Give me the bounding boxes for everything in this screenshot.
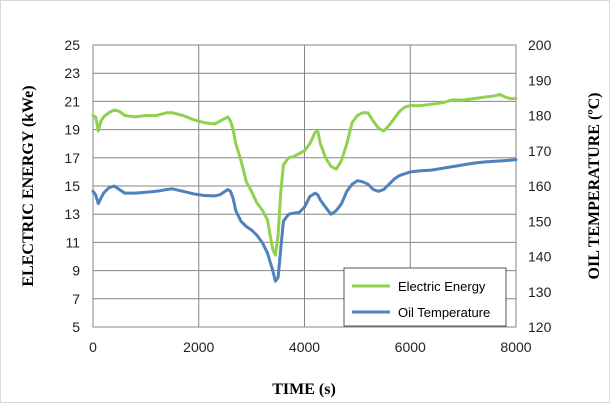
right-tick-label: 120 bbox=[528, 319, 552, 335]
x-tick-label: 4000 bbox=[289, 339, 320, 355]
left-tick-label: 9 bbox=[72, 263, 80, 279]
series-line-oil-temperature bbox=[91, 158, 518, 283]
left-tick-label: 11 bbox=[65, 234, 80, 250]
left-tick-label: 15 bbox=[64, 178, 80, 194]
left-tick-label: 13 bbox=[64, 206, 80, 222]
left-tick-label: 19 bbox=[64, 122, 80, 138]
right-axis-ticks: 120 130 140 150 160 170 180 190 200 bbox=[528, 37, 552, 335]
x-tick-label: 2000 bbox=[183, 339, 214, 355]
series-line-electric-energy bbox=[91, 92, 518, 257]
left-tick-label: 25 bbox=[64, 37, 80, 53]
right-tick-label: 180 bbox=[528, 108, 552, 124]
left-tick-label: 5 bbox=[72, 319, 80, 335]
right-tick-label: 140 bbox=[528, 249, 552, 265]
x-tick-label: 0 bbox=[89, 339, 97, 355]
series-lines bbox=[91, 92, 518, 283]
x-tick-label: 6000 bbox=[395, 339, 426, 355]
left-tick-label: 7 bbox=[72, 291, 80, 307]
left-tick-label: 21 bbox=[64, 93, 80, 109]
x-axis-ticks: 0 2000 4000 6000 8000 bbox=[89, 339, 532, 355]
right-tick-label: 130 bbox=[528, 284, 552, 300]
legend-box bbox=[343, 267, 507, 327]
legend: Electric Energy Oil Temperature bbox=[343, 267, 507, 327]
left-axis-ticks: 5 7 9 11 13 15 17 19 21 23 25 bbox=[64, 37, 80, 335]
x-tick-label: 8000 bbox=[500, 339, 531, 355]
left-tick-label: 23 bbox=[64, 65, 80, 81]
x-axis-title: TIME (s) bbox=[272, 381, 336, 398]
left-axis-title: ELECTRIC ENERGY (kWe) bbox=[20, 85, 37, 286]
legend-label-oil-temperature: Oil Temperature bbox=[398, 305, 490, 320]
right-tick-label: 200 bbox=[528, 37, 552, 53]
right-tick-label: 190 bbox=[528, 72, 552, 88]
right-tick-label: 150 bbox=[528, 213, 552, 229]
plot-area-border bbox=[92, 44, 517, 328]
right-tick-label: 160 bbox=[528, 178, 552, 194]
left-tick-label: 17 bbox=[64, 150, 80, 166]
right-tick-label: 170 bbox=[528, 143, 552, 159]
legend-label-electric-energy: Electric Energy bbox=[398, 279, 486, 294]
right-axis-title: OIL TEMPERATURE (ºC) bbox=[586, 93, 603, 280]
